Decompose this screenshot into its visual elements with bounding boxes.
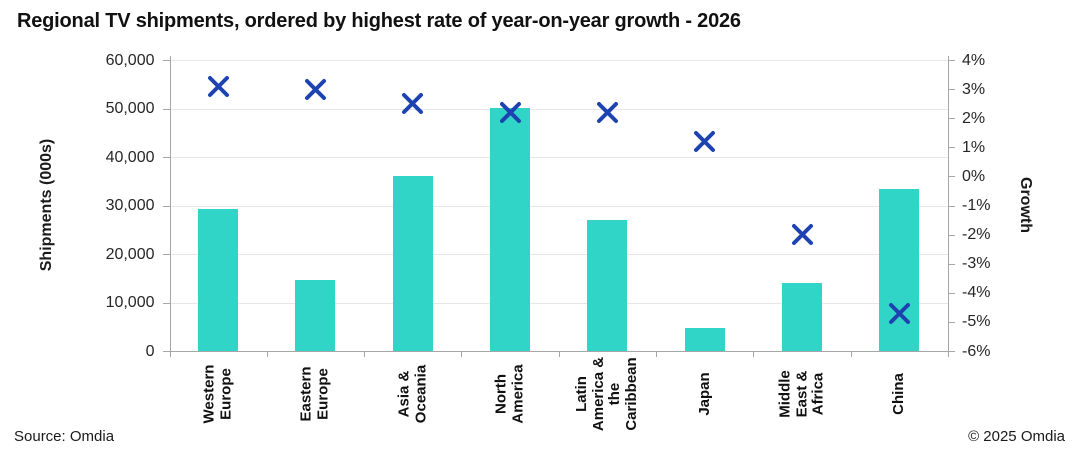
gridline: [169, 157, 948, 158]
growth-marker-western-europe: [205, 73, 232, 105]
gridline: [169, 254, 948, 255]
x-marker-icon: [888, 302, 910, 324]
left-axis-title: Shipments (000s): [38, 138, 55, 272]
category-label-asia-oceania: Asia & Oceania: [395, 364, 429, 424]
growth-marker-eastern-europe: [302, 76, 329, 108]
bar-middle-east-africa: [782, 282, 823, 351]
right-axis-tick: [948, 176, 955, 178]
growth-marker-china: [886, 300, 913, 332]
right-axis-tick-label: -5%: [962, 313, 991, 331]
category-label-japan: Japan: [695, 372, 713, 416]
gridline: [169, 302, 948, 304]
right-axis-tick-label: -1%: [962, 197, 991, 214]
bottom-axis-tick: [266, 351, 268, 357]
right-axis-tick-label: -2%: [962, 226, 991, 244]
x-marker-icon: [791, 224, 813, 246]
growth-marker-north-america: [497, 99, 524, 131]
bottom-axis-tick: [169, 351, 171, 357]
x-marker-icon: [304, 78, 326, 100]
right-axis-tick: [948, 351, 955, 352]
left-axis-tick-label: 30,000: [105, 197, 155, 214]
right-axis-tick: [948, 89, 955, 91]
category-label-north-america: North America: [492, 364, 527, 424]
gridline: [169, 205, 948, 207]
right-axis-tick: [948, 263, 955, 265]
bar-latin-america-the-caribbean: [587, 219, 628, 351]
bottom-axis-tick: [364, 351, 366, 357]
bottom-axis-tick: [948, 351, 949, 357]
left-axis-tick-label: 20,000: [105, 245, 155, 263]
bar-asia-oceania: [392, 175, 433, 351]
left-axis-tick: [162, 351, 170, 352]
bar-north-america: [490, 107, 531, 351]
left-axis-tick: [162, 302, 170, 304]
category-label-eastern-europe: Eastern Europe: [297, 366, 332, 422]
bar-japan: [684, 328, 725, 351]
left-axis-tick: [162, 60, 170, 61]
left-axis-tick-label: 10,000: [105, 294, 155, 311]
right-axis-tick: [948, 147, 955, 149]
right-axis-tick-label: 4%: [962, 51, 986, 69]
right-axis-tick: [948, 234, 955, 236]
copyright-note: © 2025 Omdia: [968, 428, 1065, 445]
right-axis-tick: [948, 60, 955, 61]
right-axis-title: Growth: [1017, 177, 1034, 233]
x-marker-icon: [207, 75, 229, 97]
right-axis-tick: [948, 205, 955, 207]
left-axis-tick-label: 0: [145, 342, 155, 360]
bottom-axis-tick: [461, 351, 463, 357]
right-axis-tick: [948, 321, 955, 323]
right-axis-tick-label: 2%: [962, 109, 986, 127]
x-marker-icon: [402, 93, 424, 115]
growth-marker-japan: [691, 128, 718, 160]
right-axis-tick: [948, 118, 955, 120]
source-note: Source: Omdia: [14, 428, 115, 445]
right-axis-line: [948, 56, 949, 352]
right-axis-tick-label: -4%: [962, 284, 991, 302]
left-axis-tick: [162, 157, 170, 158]
chart-title: Regional TV shipments, ordered by highes…: [17, 10, 741, 32]
left-axis-tick-label: 60,000: [105, 51, 155, 69]
gridline: [169, 60, 948, 61]
category-label-china: China: [890, 373, 908, 415]
left-axis-tick: [162, 254, 170, 255]
bottom-axis-tick: [753, 351, 755, 357]
growth-marker-latin-america-the-caribbean: [594, 99, 621, 131]
right-axis-tick-label: 3%: [962, 80, 986, 98]
right-axis-tick-label: -6%: [962, 342, 991, 360]
x-marker-icon: [499, 101, 521, 123]
gridline: [169, 108, 948, 110]
bottom-axis-tick: [558, 351, 560, 357]
growth-marker-asia-oceania: [399, 90, 426, 122]
x-marker-icon: [694, 130, 716, 152]
right-axis-tick-label: 0%: [962, 167, 986, 185]
right-axis-tick: [948, 292, 955, 294]
x-marker-icon: [596, 101, 618, 123]
growth-marker-middle-east-africa: [789, 221, 816, 253]
bar-western-europe: [198, 208, 239, 351]
left-axis-tick: [162, 205, 170, 207]
category-label-western-europe: Western Europe: [200, 364, 235, 424]
bottom-axis-tick: [656, 351, 658, 357]
bottom-axis-tick: [850, 351, 852, 357]
right-axis-tick-label: -3%: [962, 255, 991, 273]
left-axis-line: [169, 56, 171, 352]
bar-eastern-europe: [295, 279, 336, 351]
left-axis-tick-label: 50,000: [105, 100, 155, 117]
bar-china: [879, 189, 920, 351]
left-axis-tick-label: 40,000: [105, 148, 155, 166]
category-label-middle-east-africa: Middle East & Africa: [776, 370, 827, 418]
left-axis-tick: [162, 108, 170, 110]
category-label-latin-america-the-caribbean: Latin America & the Caribbean: [573, 356, 640, 432]
right-axis-tick-label: 1%: [962, 138, 986, 156]
